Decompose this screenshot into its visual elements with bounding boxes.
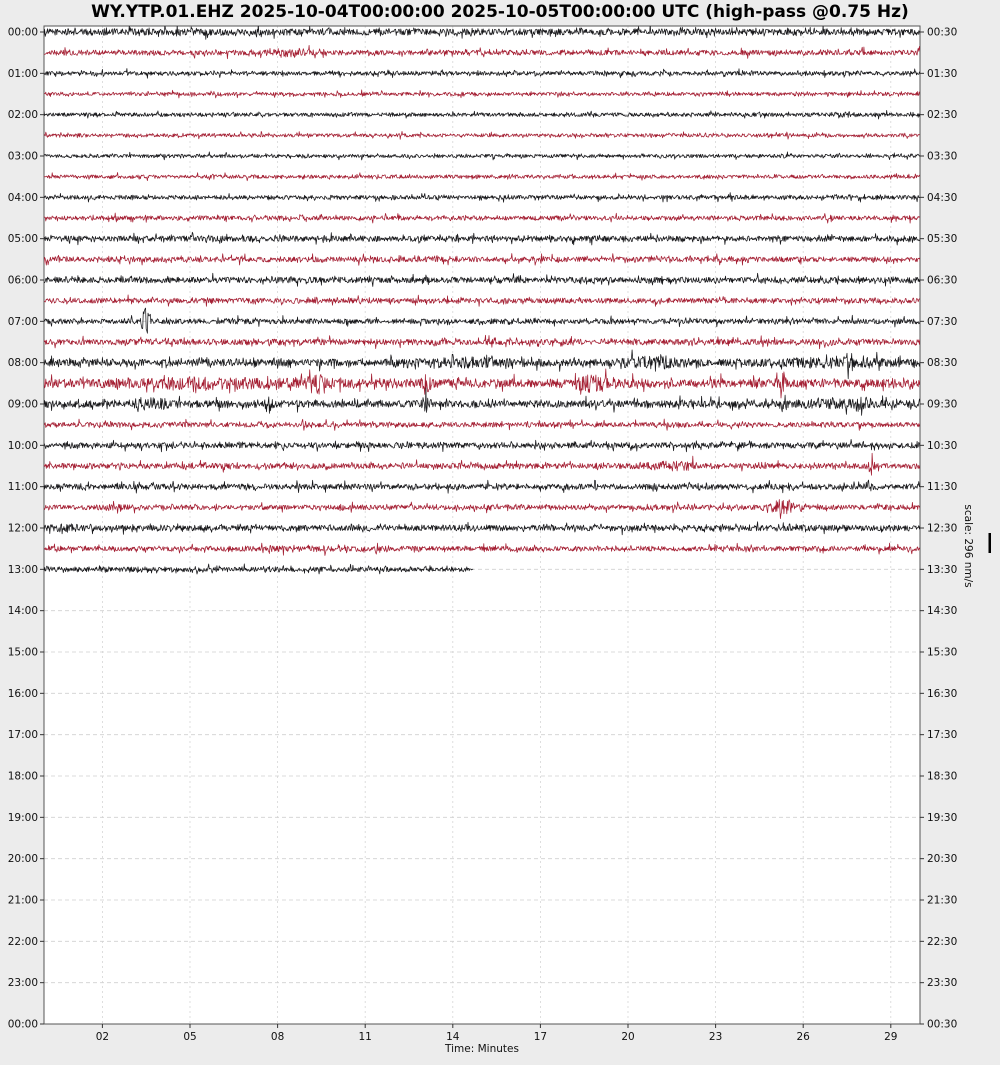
left-time-label: 06:00: [8, 275, 38, 287]
right-time-label: 00:30: [927, 27, 957, 39]
scale-label: scale: 296 nm/s: [962, 504, 974, 588]
x-tick-label: 26: [797, 1031, 811, 1043]
right-time-label: 11:30: [927, 481, 957, 493]
scale-bar: [988, 533, 991, 553]
trace-row-07:30: [44, 334, 920, 350]
left-time-label: 07:00: [8, 316, 38, 328]
right-time-label: 16:30: [927, 688, 957, 700]
right-time-label: 08:30: [927, 357, 957, 369]
trace-row-06:30: [44, 294, 920, 307]
x-tick-label: 17: [534, 1031, 547, 1043]
right-time-label: 09:30: [927, 399, 957, 411]
right-time-label: 05:30: [927, 233, 957, 245]
left-time-label: 12:00: [8, 523, 38, 535]
x-tick-label: 05: [183, 1031, 196, 1043]
left-time-label: 17:00: [8, 729, 38, 741]
x-tick-label: 29: [884, 1031, 897, 1043]
x-axis-label: Time: Minutes: [445, 1043, 519, 1055]
right-time-label: 10:30: [927, 440, 957, 452]
left-time-label: 20:00: [8, 853, 38, 865]
trace-row-04:30: [44, 212, 920, 224]
x-tick-label: 20: [621, 1031, 634, 1043]
left-time-label: 11:00: [8, 481, 38, 493]
trace-row-10:00: [44, 439, 920, 453]
left-time-label: 01:00: [8, 68, 38, 80]
trace-row-09:30: [44, 418, 920, 431]
trace-row-06:00: [44, 272, 920, 287]
right-time-label: 17:30: [927, 729, 957, 741]
x-tick-label: 02: [96, 1031, 109, 1043]
trace-row-01:00: [44, 68, 920, 79]
trace-row-05:00: [44, 231, 920, 246]
trace-row-00:30: [44, 45, 920, 60]
right-time-label: 22:30: [927, 936, 957, 948]
right-time-label: 06:30: [927, 275, 957, 287]
trace-row-12:30: [44, 542, 920, 556]
right-time-label: 13:30: [927, 564, 957, 576]
left-time-label: 04:00: [8, 192, 38, 204]
trace-row-01:30: [44, 89, 920, 99]
trace-row-02:00: [44, 110, 920, 120]
left-time-label: 19:00: [8, 812, 38, 824]
left-time-label: 13:00: [8, 564, 38, 576]
right-time-label: 20:30: [927, 853, 957, 865]
trace-row-10:30: [44, 452, 920, 476]
trace-group: [44, 26, 920, 575]
right-time-label: 00:30: [927, 1019, 957, 1031]
trace-row-11:30: [44, 499, 920, 519]
trace-row-07:00: [44, 307, 920, 334]
left-time-label: 15:00: [8, 647, 38, 659]
right-time-label: 14:30: [927, 605, 957, 617]
right-time-label: 18:30: [927, 771, 957, 783]
right-time-label: 12:30: [927, 523, 957, 535]
left-time-label: 16:00: [8, 688, 38, 700]
trace-row-08:30: [44, 368, 920, 399]
x-tick-label: 23: [709, 1031, 722, 1043]
trace-row-11:00: [44, 479, 920, 494]
trace-row-04:00: [44, 192, 920, 203]
trace-row-13:00: [44, 563, 474, 575]
left-time-label: 03:00: [8, 151, 38, 163]
x-tick-label: 08: [271, 1031, 284, 1043]
plot-title: WY.YTP.01.EHZ 2025-10-04T00:00:00 2025-1…: [91, 2, 909, 22]
left-time-label: 09:00: [8, 399, 38, 411]
trace-row-08:00: [44, 349, 920, 380]
right-time-label: 02:30: [927, 109, 957, 121]
left-time-label: 00:00: [8, 27, 38, 39]
left-time-label: 14:00: [8, 605, 38, 617]
trace-row-00:00: [44, 26, 920, 40]
x-tick-label: 14: [446, 1031, 460, 1043]
right-time-label: 23:30: [927, 977, 957, 989]
left-time-label: 21:00: [8, 895, 38, 907]
right-time-label: 07:30: [927, 316, 957, 328]
trace-row-02:30: [44, 131, 920, 140]
trace-row-05:30: [44, 253, 920, 266]
right-time-label: 03:30: [927, 151, 957, 163]
right-time-label: 15:30: [927, 647, 957, 659]
trace-row-09:00: [44, 387, 920, 416]
x-tick-label: 11: [359, 1031, 372, 1043]
left-time-label: 23:00: [8, 977, 38, 989]
left-time-label: 18:00: [8, 771, 38, 783]
plot-frame: [43, 25, 921, 1025]
right-time-label: 04:30: [927, 192, 957, 204]
left-time-label: 05:00: [8, 233, 38, 245]
trace-row-12:00: [44, 521, 920, 536]
right-time-label: 19:30: [927, 812, 957, 824]
right-time-label: 01:30: [927, 68, 957, 80]
right-time-label: 21:30: [927, 895, 957, 907]
left-time-label: 22:00: [8, 936, 38, 948]
trace-row-03:30: [44, 172, 920, 182]
left-time-label: 08:00: [8, 357, 38, 369]
left-time-label: 00:00: [8, 1019, 38, 1031]
trace-row-03:00: [44, 151, 920, 161]
left-time-label: 02:00: [8, 109, 38, 121]
left-time-label: 10:00: [8, 440, 38, 452]
